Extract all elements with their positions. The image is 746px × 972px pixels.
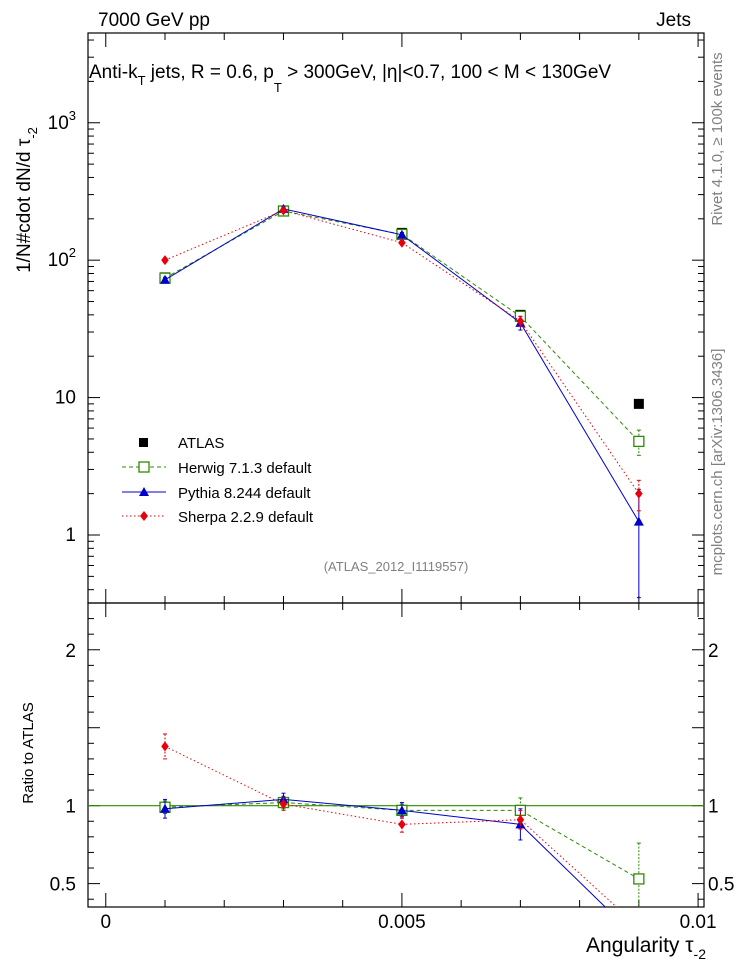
ratio-y-tick-label-left: 0.5 [50, 875, 76, 896]
main-y-tick-label-exp: 3 [69, 108, 76, 123]
main-sherpa-point [516, 316, 525, 327]
main-y-tick-label-base: 10 [55, 388, 76, 409]
legend: ATLAS Herwig 7.1.3 default Pythia 8.244 … [122, 435, 314, 526]
ratio-pythia-point [396, 805, 407, 815]
legend-pythia-marker [139, 487, 149, 496]
main-y-tick-label: 103 [48, 108, 76, 134]
x-tick-label: 0.005 [378, 912, 426, 933]
ratio-y-tick-label-right: 2 [708, 641, 719, 662]
legend-pythia-label: Pythia 8.244 default [178, 485, 311, 502]
x-axis-label-sub: -2 [694, 946, 707, 962]
ratio-herwig-line [164, 802, 640, 880]
legend-atlas-label: ATLAS [178, 435, 224, 452]
legend-atlas-marker [139, 438, 148, 447]
title-part-b: jets, R = 0.6, p [146, 62, 274, 83]
ratio-series-group [159, 733, 645, 932]
x-axis-label-text: Angularity τ [586, 934, 694, 957]
main-y-label-sub: -2 [25, 127, 40, 139]
ratio-sherpa-point [398, 819, 406, 830]
legend-sherpa-label: Sherpa 2.2.9 default [178, 509, 314, 526]
main-pythia-point [396, 229, 407, 239]
main-atlas-point [633, 398, 644, 409]
main-sherpa-line [164, 209, 640, 494]
main-sherpa-point [398, 237, 406, 248]
ratio-y-tick-label-right: 0.5 [708, 875, 734, 896]
ratio-sherpa-point [516, 814, 525, 825]
header-right: Jets [656, 10, 691, 31]
ratio-y-label: Ratio to ATLAS [20, 702, 37, 803]
main-y-tick-label: 10 [55, 388, 76, 409]
main-y-label-text: 1/N#cdot dN/d τ [14, 138, 35, 273]
header-left: 7000 GeV pp [98, 10, 210, 31]
main-herwig-point [633, 435, 645, 448]
main-pythia-point [633, 516, 644, 526]
main-y-tick-label-exp: 2 [69, 245, 76, 260]
main-sherpa-point [161, 255, 169, 266]
title-part-a: Anti-k [89, 62, 138, 83]
main-title: Anti-kT jets, R = 0.6, pT > 300GeV, |η|<… [89, 62, 611, 95]
main-y-tick-label: 102 [48, 245, 76, 271]
ratio-y-tick-label-left: 2 [65, 641, 76, 662]
ratio-y-tick-label-left: 1 [65, 797, 76, 818]
main-y-tick-label-base: 1 [65, 525, 76, 546]
main-sherpa-point [635, 488, 643, 499]
ratio-sherpa-point [161, 741, 169, 752]
mcplots-label: mcplots.cern.ch [arXiv:1306.3436] [709, 349, 726, 576]
main-sherpa-point [279, 205, 288, 216]
ratio-y-tick-label-right: 1 [708, 797, 719, 818]
ratio-herwig-point [633, 873, 645, 885]
title-part-c: > 300GeV, |η|<0.7, 100 < M < 130GeV [282, 62, 612, 83]
ratio-sherpa-point [635, 922, 643, 932]
x-axis-label: Angularity τ-2 [586, 934, 706, 962]
ratio-sherpa-point [279, 799, 288, 810]
x-tick-label: 0.01 [680, 912, 717, 933]
main-y-tick-label-base: 10 [48, 250, 69, 271]
main-y-tick-label: 1 [65, 525, 76, 546]
main-y-tick-label-base: 10 [48, 113, 69, 134]
main-series-group [159, 203, 645, 599]
main-y-label: 1/N#cdot dN/d τ-2 [14, 127, 40, 273]
main-herwig-line [164, 210, 640, 442]
ratio-pythia-point [160, 803, 170, 813]
title-sub-b: T [274, 80, 282, 95]
rivet-label: Rivet 4.1.0, ≥ 100k events [709, 52, 726, 225]
x-tick-label: 0 [100, 912, 111, 933]
legend-herwig-marker [138, 461, 150, 473]
ratio-plot-frame [87, 602, 705, 908]
legend-herwig-label: Herwig 7.1.3 default [178, 460, 312, 477]
analysis-watermark: (ATLAS_2012_I1119557) [324, 559, 469, 574]
title-sub-a: T [138, 73, 146, 88]
main-pythia-point [160, 274, 170, 284]
legend-sherpa-marker [140, 511, 148, 521]
